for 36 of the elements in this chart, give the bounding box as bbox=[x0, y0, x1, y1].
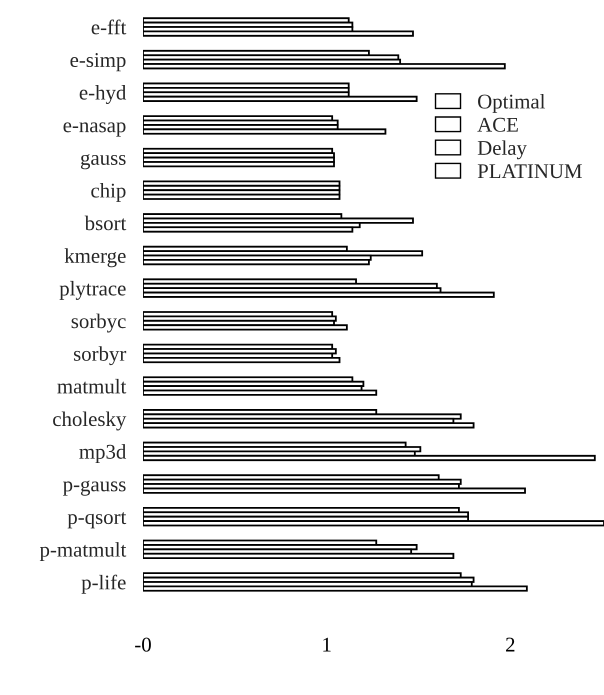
y-tick-label: bsort bbox=[84, 216, 126, 230]
bar bbox=[143, 520, 604, 526]
y-tick-label: sorbyc bbox=[72, 314, 126, 333]
bar bbox=[143, 324, 348, 331]
bar bbox=[143, 194, 340, 200]
y-tick-label: kmerge bbox=[64, 248, 126, 268]
y-tick-label: plytrace bbox=[60, 280, 126, 300]
bar bbox=[143, 356, 340, 364]
y-tick-label: p-gauss bbox=[63, 480, 126, 496]
y-tick-label: e-nasap bbox=[64, 122, 126, 137]
bar bbox=[143, 552, 454, 560]
bar bbox=[143, 585, 528, 592]
y-tick-label: cholesky bbox=[53, 412, 126, 430]
legend-label: PLATINUM bbox=[478, 164, 582, 178]
y-tick-label: chip bbox=[91, 182, 126, 202]
y-tick-label: sorbyr bbox=[74, 346, 126, 366]
y-tick-label: p-life bbox=[82, 574, 126, 594]
bar bbox=[143, 96, 418, 102]
x-tick-label: 1 bbox=[323, 638, 331, 652]
y-tick-label: matmult bbox=[57, 378, 126, 394]
y-tick-label: mp3d bbox=[79, 444, 126, 464]
y-tick-label: p-matmult bbox=[40, 542, 126, 561]
bar bbox=[143, 128, 386, 135]
bar bbox=[143, 422, 475, 428]
legend-label: Delay bbox=[478, 140, 527, 160]
y-tick-label: e-hyd bbox=[80, 85, 126, 104]
bar bbox=[143, 454, 596, 462]
bar bbox=[143, 30, 414, 37]
x-tick-label: -0 bbox=[135, 638, 151, 652]
y-tick-label: e-fft bbox=[92, 20, 126, 34]
x-tick-label: 2 bbox=[506, 638, 514, 652]
legend-label: Optimal bbox=[478, 94, 546, 113]
y-tick-label: e-simp bbox=[70, 53, 126, 72]
y-tick-label: gauss bbox=[80, 154, 126, 170]
legend-label: ACE bbox=[477, 118, 518, 132]
y-tick-label: p-qsort bbox=[68, 512, 126, 528]
